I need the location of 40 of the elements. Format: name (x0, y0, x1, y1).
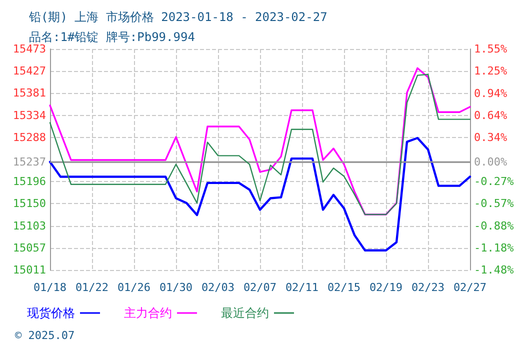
x-tick-label: 02/07 (243, 281, 277, 294)
x-tick-label: 01/22 (75, 281, 109, 294)
x-tick-label: 02/27 (453, 281, 487, 294)
y2-tick-label: -0.57% (474, 197, 514, 210)
chart-subtitle: 品名:1#铅锭 牌号:Pb99.994 (29, 30, 195, 44)
legend-label: 主力合约 (124, 306, 172, 320)
y2-tick-label: 0.34% (474, 130, 508, 144)
chart-title: 铅(期) 上海 市场价格 2023-01-18 - 2023-02-27 (28, 10, 328, 24)
y-tick-label: 15150 (12, 197, 46, 210)
y-tick-label: 15196 (12, 175, 46, 188)
y-tick-label: 15237 (12, 155, 46, 168)
y-tick-label: 15057 (12, 241, 46, 254)
text: © 2025.07 (15, 329, 75, 342)
y-tick-label: 15011 (12, 264, 46, 276)
y-tick-label: 15103 (12, 219, 46, 232)
x-tick-label: 02/15 (327, 281, 361, 294)
y2-tick-label: 1.25% (474, 64, 508, 78)
y2-tick-label: -0.27% (474, 175, 514, 188)
x-tick-label: 02/23 (411, 281, 445, 294)
y2-tick-label: -0.88% (474, 220, 514, 233)
legend-label: 现货价格 (27, 306, 75, 320)
y2-tick-label: 0.00% (474, 156, 508, 169)
y2-tick-label: -1.48% (474, 264, 514, 276)
y-tick-label: 15334 (12, 108, 46, 122)
y-tick-label: 15427 (12, 64, 46, 78)
legend-label: 最近合约 (221, 306, 269, 320)
y2-tick-label: 1.55% (474, 42, 508, 56)
y-tick-label: 15473 (12, 42, 46, 56)
y-tick-label: 15381 (12, 86, 46, 100)
y-tick-label: 15288 (12, 130, 46, 144)
y2-tick-label: 0.64% (474, 108, 508, 122)
x-tick-label: 02/03 (201, 281, 235, 294)
line-series (48, 136, 472, 252)
y2-tick-label: -1.18% (474, 242, 514, 255)
x-tick-label: 01/26 (117, 281, 151, 294)
x-tick-label: 02/19 (369, 281, 403, 294)
y2-tick-label: 0.94% (474, 86, 508, 100)
x-tick-label: 02/11 (285, 281, 319, 294)
x-tick-label: 01/18 (33, 281, 67, 294)
x-tick-label: 01/30 (159, 281, 193, 294)
